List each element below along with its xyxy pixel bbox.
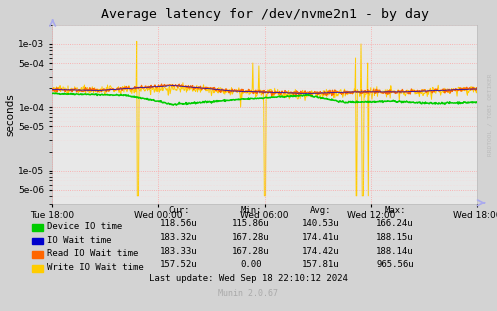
Text: 183.32u: 183.32u xyxy=(160,233,198,242)
Text: 166.24u: 166.24u xyxy=(376,219,414,228)
Text: Write IO Wait time: Write IO Wait time xyxy=(47,263,144,272)
Text: 188.14u: 188.14u xyxy=(376,247,414,256)
Text: Last update: Wed Sep 18 22:10:12 2024: Last update: Wed Sep 18 22:10:12 2024 xyxy=(149,274,348,283)
Text: 183.33u: 183.33u xyxy=(160,247,198,256)
Text: RRDTOOL / TOBI OETIKER: RRDTOOL / TOBI OETIKER xyxy=(487,74,492,156)
Text: Munin 2.0.67: Munin 2.0.67 xyxy=(219,289,278,298)
Text: 174.42u: 174.42u xyxy=(302,247,339,256)
Text: Avg:: Avg: xyxy=(310,206,331,215)
Text: 115.86u: 115.86u xyxy=(232,219,270,228)
Text: Max:: Max: xyxy=(384,206,406,215)
Text: 174.41u: 174.41u xyxy=(302,233,339,242)
Text: Cur:: Cur: xyxy=(168,206,190,215)
Text: IO Wait time: IO Wait time xyxy=(47,236,112,244)
Text: Read IO Wait time: Read IO Wait time xyxy=(47,249,139,258)
Text: 188.15u: 188.15u xyxy=(376,233,414,242)
Y-axis label: seconds: seconds xyxy=(5,93,15,136)
Title: Average latency for /dev/nvme2n1 - by day: Average latency for /dev/nvme2n1 - by da… xyxy=(101,8,428,21)
Text: 0.00: 0.00 xyxy=(240,260,262,269)
Text: 140.53u: 140.53u xyxy=(302,219,339,228)
Text: 118.56u: 118.56u xyxy=(160,219,198,228)
Text: 157.52u: 157.52u xyxy=(160,260,198,269)
Text: Device IO time: Device IO time xyxy=(47,222,122,231)
Text: 167.28u: 167.28u xyxy=(232,233,270,242)
Text: 157.81u: 157.81u xyxy=(302,260,339,269)
Text: 167.28u: 167.28u xyxy=(232,247,270,256)
Text: Min:: Min: xyxy=(240,206,262,215)
Text: 965.56u: 965.56u xyxy=(376,260,414,269)
